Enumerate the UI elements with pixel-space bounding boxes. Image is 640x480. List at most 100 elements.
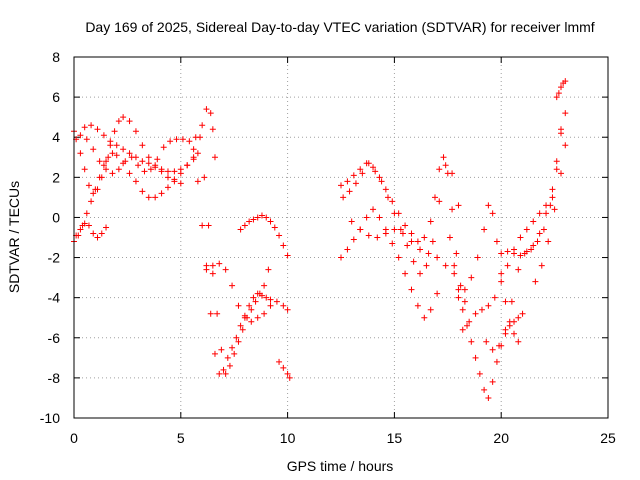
series-track-k xyxy=(338,154,468,305)
data-point xyxy=(519,310,526,317)
data-point xyxy=(489,346,496,353)
data-point xyxy=(177,166,184,173)
data-point xyxy=(211,350,218,357)
data-point xyxy=(498,270,505,277)
data-point xyxy=(250,294,257,301)
data-point xyxy=(436,198,443,205)
data-point xyxy=(498,250,505,257)
data-point xyxy=(350,172,357,179)
y-tick-label: -6 xyxy=(48,330,61,346)
data-point xyxy=(237,226,244,233)
data-point xyxy=(352,180,359,187)
data-point xyxy=(485,394,492,401)
data-point xyxy=(551,206,558,213)
data-point xyxy=(359,170,366,177)
data-point xyxy=(239,326,246,333)
data-point xyxy=(267,296,274,303)
data-point xyxy=(378,178,385,185)
data-point xyxy=(254,314,261,321)
data-point xyxy=(549,194,556,201)
data-point xyxy=(417,270,424,277)
data-point xyxy=(538,262,545,269)
series-track-u xyxy=(553,78,569,101)
data-point xyxy=(229,344,236,351)
data-point xyxy=(235,302,242,309)
data-point xyxy=(224,354,231,361)
data-point xyxy=(284,306,291,313)
data-point xyxy=(158,190,165,197)
data-point xyxy=(276,358,283,365)
data-point xyxy=(536,210,543,217)
data-point xyxy=(558,170,565,177)
data-point xyxy=(103,166,110,173)
data-point xyxy=(434,254,441,261)
data-point xyxy=(363,214,370,221)
data-point xyxy=(100,132,107,139)
data-point xyxy=(250,216,257,223)
x-tick-label: 5 xyxy=(177,430,185,446)
data-point xyxy=(502,326,509,333)
data-point xyxy=(350,236,357,243)
data-point xyxy=(389,240,396,247)
data-point xyxy=(280,302,287,309)
data-point xyxy=(399,230,406,237)
data-point xyxy=(357,226,364,233)
data-point xyxy=(107,138,114,145)
series-track-o xyxy=(446,234,526,401)
series-track-f xyxy=(190,146,291,377)
data-point xyxy=(382,186,389,193)
data-point xyxy=(258,212,265,219)
data-point xyxy=(235,338,242,345)
data-point xyxy=(511,330,518,337)
data-point xyxy=(126,150,133,157)
data-point xyxy=(446,234,453,241)
data-point xyxy=(222,370,229,377)
data-point xyxy=(276,232,283,239)
x-tick-label: 10 xyxy=(280,430,296,446)
series-track-l xyxy=(338,206,441,321)
data-point xyxy=(434,290,441,297)
data-point xyxy=(523,226,530,233)
data-point xyxy=(489,210,496,217)
data-point xyxy=(197,134,204,141)
data-point xyxy=(271,224,278,231)
data-point xyxy=(261,310,268,317)
data-point xyxy=(384,194,391,201)
series-track-c xyxy=(73,114,184,197)
data-point xyxy=(532,278,539,285)
data-point xyxy=(402,270,409,277)
data-point xyxy=(83,136,90,143)
data-point xyxy=(429,238,436,245)
data-point xyxy=(186,138,193,145)
data-point xyxy=(562,110,569,117)
data-point xyxy=(233,334,240,341)
y-tick-label: 6 xyxy=(52,89,60,105)
data-point xyxy=(179,136,186,143)
data-point xyxy=(545,238,552,245)
data-point xyxy=(145,194,152,201)
data-point xyxy=(164,174,171,181)
data-point xyxy=(496,342,503,349)
data-point xyxy=(103,158,110,165)
data-point xyxy=(286,374,293,381)
data-point xyxy=(455,286,462,293)
data-point xyxy=(98,174,105,181)
data-point xyxy=(284,370,291,377)
data-point xyxy=(184,162,191,169)
data-point xyxy=(348,218,355,225)
data-point xyxy=(391,210,398,217)
data-point xyxy=(216,260,223,267)
data-point xyxy=(491,294,498,301)
data-points xyxy=(71,78,569,401)
y-tick-label: -4 xyxy=(48,290,61,306)
series-track-p xyxy=(455,202,522,345)
data-point xyxy=(194,178,201,185)
data-point xyxy=(523,248,530,255)
data-point xyxy=(389,198,396,205)
data-point xyxy=(222,266,229,273)
data-point xyxy=(498,278,505,285)
data-point xyxy=(506,318,513,325)
data-point xyxy=(77,132,84,139)
data-point xyxy=(414,238,421,245)
data-point xyxy=(410,258,417,265)
